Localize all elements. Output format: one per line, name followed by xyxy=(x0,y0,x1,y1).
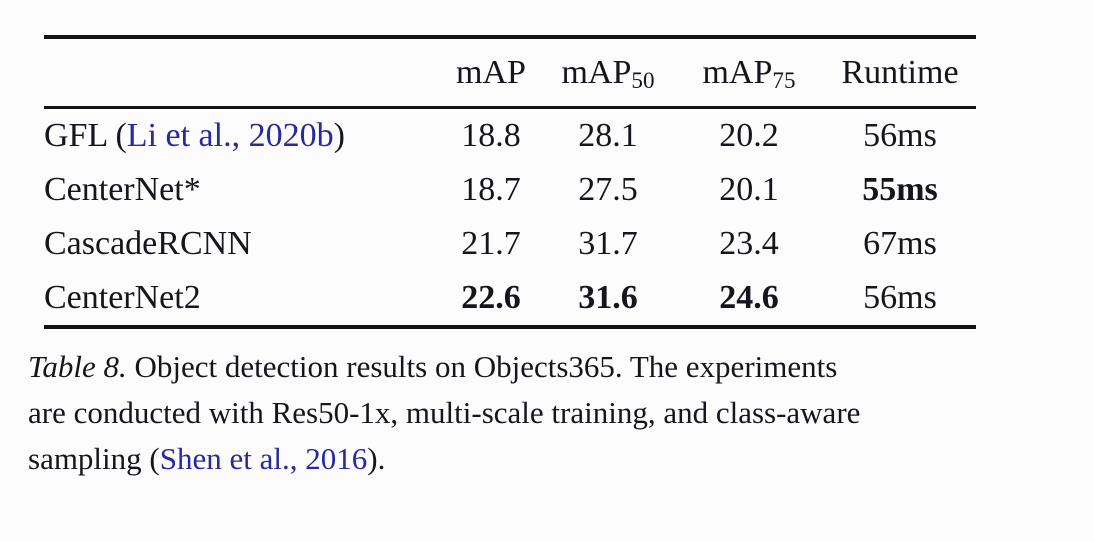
table-header-row: mAP mAP50 mAP75 Runtime xyxy=(44,39,976,106)
cell-runtime: 56ms xyxy=(863,279,937,316)
header-map75-subscript: 75 xyxy=(772,67,796,94)
cell-map50: 31.6 xyxy=(578,279,638,316)
caption-line-1: Table 8. Object detection results on Obj… xyxy=(28,344,1076,390)
table-row-centernet: CenterNet* 18.7 27.5 20.1 55ms xyxy=(44,163,976,217)
caption-text: ). xyxy=(367,441,386,476)
cell-map: 21.7 xyxy=(461,225,521,262)
cell-runtime: 67ms xyxy=(863,225,937,262)
cell-map75: 20.1 xyxy=(719,171,779,208)
caption-text: Object detection results on Objects365. … xyxy=(126,349,838,384)
table-row-centernet2: CenterNet2 22.6 31.6 24.6 56ms xyxy=(44,271,976,325)
method-name-text: CascadeRCNN xyxy=(44,225,252,262)
caption-text: sampling ( xyxy=(28,441,160,476)
cell-map75: 23.4 xyxy=(719,225,779,262)
method-name-text: ) xyxy=(333,117,345,154)
header-map75-label: mAP xyxy=(702,53,773,91)
cell-map: 18.7 xyxy=(461,171,521,208)
method-name-cascadercnn: CascadeRCNN xyxy=(44,225,440,263)
results-table: mAP mAP50 mAP75 Runtime GFL (Li et al., … xyxy=(44,35,976,329)
caption-line-3: sampling (Shen et al., 2016). xyxy=(28,436,1076,482)
header-map75: mAP75 xyxy=(674,53,824,94)
citation-link-li-2020b[interactable]: Li et al., 2020b xyxy=(126,117,334,154)
table-row-cascadercnn: CascadeRCNN 21.7 31.7 23.4 67ms xyxy=(44,217,976,271)
header-runtime-label: Runtime xyxy=(841,53,959,91)
cell-map: 22.6 xyxy=(461,279,521,316)
method-name-text: CenterNet* xyxy=(44,171,201,208)
table-bottom-rule xyxy=(44,325,976,329)
caption-text: are conducted with Res50-1x, multi-scale… xyxy=(28,395,861,430)
cell-runtime: 56ms xyxy=(863,117,937,154)
method-name-text: CenterNet2 xyxy=(44,279,201,316)
cell-map50: 28.1 xyxy=(578,117,638,154)
table-top-rule xyxy=(44,35,976,39)
header-map-label: mAP xyxy=(456,53,526,91)
cell-map: 18.8 xyxy=(461,117,521,154)
method-name-centernet2: CenterNet2 xyxy=(44,279,440,317)
cell-runtime: 55ms xyxy=(862,171,938,208)
method-name-centernet: CenterNet* xyxy=(44,171,440,209)
caption-line-2: are conducted with Res50-1x, multi-scale… xyxy=(28,390,1076,436)
caption-table-number: Table 8. xyxy=(28,349,127,384)
method-name-gfl: GFL (Li et al., 2020b) xyxy=(44,117,440,155)
header-map50: mAP50 xyxy=(542,53,674,94)
citation-link-shen-2016[interactable]: Shen et al., 2016 xyxy=(159,441,368,476)
cell-map75: 24.6 xyxy=(719,279,779,316)
header-map50-label: mAP xyxy=(561,53,632,91)
table-caption: Table 8. Object detection results on Obj… xyxy=(28,344,1076,482)
table-mid-rule xyxy=(44,106,976,109)
cell-map50: 31.7 xyxy=(578,225,638,262)
header-map: mAP xyxy=(440,54,542,92)
header-runtime: Runtime xyxy=(824,54,976,92)
cell-map50: 27.5 xyxy=(578,171,638,208)
header-map50-subscript: 50 xyxy=(631,67,655,94)
method-name-text: GFL ( xyxy=(44,117,127,154)
table-row-gfl: GFL (Li et al., 2020b) 18.8 28.1 20.2 56… xyxy=(44,109,976,163)
cell-map75: 20.2 xyxy=(719,117,779,154)
